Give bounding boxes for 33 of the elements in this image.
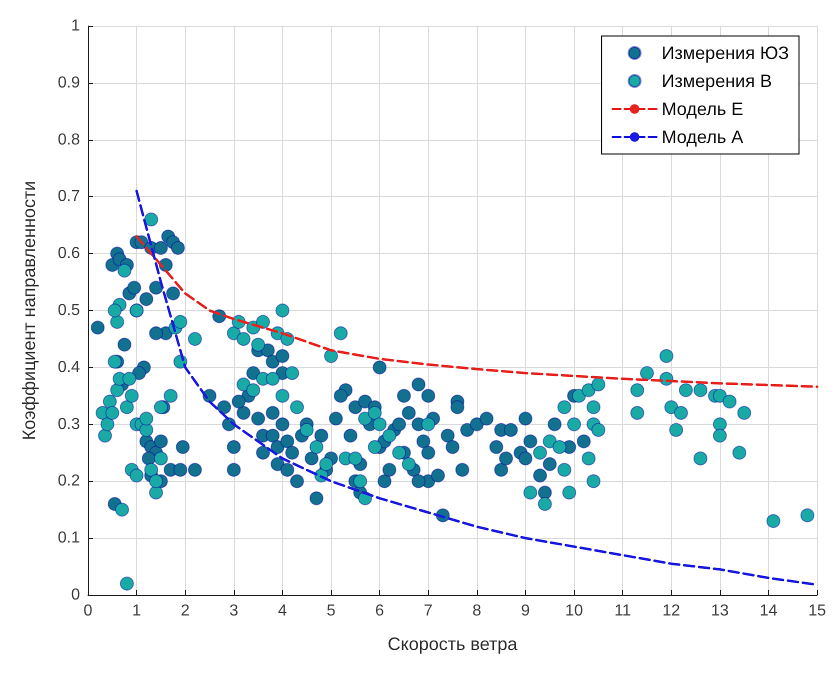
x-tick-label: 4 (278, 602, 287, 620)
x-tick-label: 15 (808, 602, 826, 620)
legend-label: Измерения В (662, 71, 772, 91)
y-tick-label: 0.1 (58, 530, 80, 547)
legend-label: Модель E (662, 99, 744, 119)
x-tick-label: 11 (614, 602, 632, 620)
x-tick-label: 13 (710, 602, 729, 620)
y-tick-label: 0.3 (58, 416, 80, 433)
y-tick-label: 0.6 (58, 245, 80, 262)
y-tick-label: 0.8 (58, 131, 80, 148)
x-tick-label: 8 (472, 602, 482, 620)
x-tick-label: 3 (229, 602, 238, 620)
x-tick-label: 0 (84, 602, 93, 620)
y-tick-label: 0.7 (58, 188, 80, 206)
y-axis-title: Коэффициент направленности (19, 180, 39, 440)
x-tick-label: 10 (565, 602, 584, 620)
y-tick-label: 0.5 (58, 302, 80, 319)
x-tick-label: 5 (326, 602, 336, 620)
x-tick-label: 6 (375, 602, 384, 620)
x-tick-label: 14 (760, 602, 778, 620)
y-tick-label: 0.4 (58, 358, 80, 376)
x-tick-label: 1 (132, 602, 142, 620)
legend-label: Измерения ЮЗ (662, 43, 790, 63)
x-tick-label: 9 (521, 602, 530, 620)
y-tick-label: 0 (71, 586, 80, 604)
x-tick-label: 12 (662, 602, 680, 620)
legend-label: Модель A (662, 127, 744, 147)
y-tick-label: 1 (71, 18, 80, 34)
x-tick-label: 2 (180, 602, 190, 620)
y-tick-label: 0.9 (58, 74, 80, 92)
y-tick-label: 0.2 (58, 472, 80, 490)
x-axis-title: Скорость ветра (388, 634, 518, 654)
x-tick-label: 7 (424, 602, 433, 620)
